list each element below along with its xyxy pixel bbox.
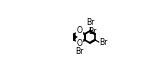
Text: Br: Br [86, 18, 94, 27]
Text: O: O [77, 39, 82, 48]
Text: O: O [77, 26, 82, 35]
Text: Br: Br [88, 27, 97, 36]
Text: Br: Br [75, 47, 84, 56]
Text: Br: Br [99, 38, 107, 47]
